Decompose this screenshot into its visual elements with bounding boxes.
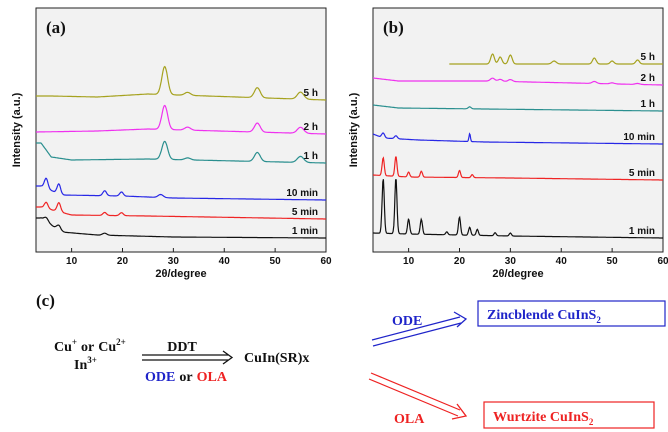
- series-label: 10 min: [286, 188, 318, 199]
- reactant-cu1: Cu: [54, 340, 72, 355]
- reactant-cu2-charge: 2+: [116, 337, 126, 347]
- x-tick-label: 50: [270, 256, 282, 267]
- series-line-5-min: [36, 201, 326, 220]
- product-2-box: [483, 401, 655, 429]
- solvent-or-word: or: [179, 370, 192, 385]
- solvent-label: ODE or OLA: [145, 370, 228, 385]
- panel-label-c: (c): [36, 291, 55, 310]
- series-line-2-h: [372, 77, 663, 86]
- x-tick-label: 40: [556, 256, 568, 267]
- or-word: or: [81, 340, 94, 355]
- product-2-subscript: 2: [589, 417, 594, 427]
- series-line-1-min: [373, 179, 663, 239]
- x-tick-label: 10: [66, 256, 78, 267]
- product-2-name: Wurtzite CuInS: [493, 410, 589, 425]
- series-label: 1 min: [292, 226, 318, 237]
- route-1-arrow: [371, 311, 468, 347]
- series-label: 5 h: [304, 88, 318, 99]
- intermediate-label: CuIn(SR)x: [244, 351, 309, 366]
- plot-area: [372, 7, 664, 253]
- series-line-1-h: [372, 104, 663, 112]
- series-line-5-min: [373, 156, 663, 181]
- series-label: 5 min: [629, 168, 655, 179]
- panel-label: (a): [46, 18, 66, 37]
- product-2-label: Wurtzite CuInS2: [493, 410, 594, 427]
- series-line-5-h: [36, 65, 326, 101]
- series-label: 2 h: [641, 73, 655, 84]
- reactant-cu2: Cu: [98, 340, 116, 355]
- x-tick-label: 30: [505, 256, 517, 267]
- series-line-2-h: [36, 104, 326, 135]
- y-axis-label: Intensity (a.u.): [11, 92, 23, 167]
- product-1-subscript: 2: [596, 315, 601, 325]
- y-axis-label: Intensity (a.u.): [348, 92, 360, 167]
- x-tick-label: 20: [117, 256, 129, 267]
- series-label: 1 h: [304, 151, 318, 162]
- xrd-chart-b: (b) 5 h 2 h 1 h 10 min 5 min 1 min 10 20 30 40 50 60…: [348, 7, 668, 280]
- reactant-in-charge: 3+: [87, 355, 97, 365]
- route-2-label: OLA: [394, 412, 425, 427]
- reactants-line-1: Cu+ or Cu2+: [54, 337, 126, 355]
- reagent-label: DDT: [167, 340, 197, 355]
- solvent-ode: ODE: [145, 370, 175, 385]
- x-axis-label: 2θ/degree: [155, 268, 206, 280]
- series-line-10-min: [36, 177, 326, 201]
- series-label: 10 min: [623, 132, 655, 143]
- reactants-line-2: In3+: [74, 355, 97, 373]
- series-label: 1 min: [629, 226, 655, 237]
- solvent-ola: OLA: [197, 370, 228, 385]
- series-label: 2 h: [304, 122, 318, 133]
- x-axis-label: 2θ/degree: [492, 268, 543, 280]
- x-tick-label: 60: [657, 256, 668, 267]
- series-line-1-min: [36, 216, 326, 239]
- x-tick-label: 40: [219, 256, 231, 267]
- product-1-name: Zincblende CuInS: [487, 308, 597, 323]
- series-label: 5 h: [641, 52, 655, 63]
- series-line-1-h: [36, 140, 326, 164]
- series-line-5-h: [449, 53, 663, 65]
- series-label: 5 min: [292, 207, 318, 218]
- x-tick-label: 30: [168, 256, 180, 267]
- synthesis-scheme: (c) Cu+ or Cu2+ In3+ DDT ODE or OLA CuIn(SR)…: [36, 291, 666, 429]
- reaction-arrow: [142, 350, 234, 365]
- reactant-cu1-charge: +: [72, 337, 77, 347]
- series-label: 1 h: [641, 99, 655, 110]
- route-1-label: ODE: [392, 314, 422, 329]
- route-2-arrow: [368, 372, 468, 420]
- series-line-10-min: [372, 132, 663, 145]
- x-tick-label: 50: [607, 256, 619, 267]
- x-tick-label: 10: [403, 256, 415, 267]
- xrd-chart-a: (a) 5 h 2 h 1 h 10 min 5 min 1 min 10 20 30 40 50 60…: [11, 7, 332, 280]
- product-1-box: [477, 300, 666, 327]
- reactant-in: In: [74, 358, 87, 373]
- x-tick-label: 20: [454, 256, 466, 267]
- product-1-label: Zincblende CuInS2: [487, 308, 601, 325]
- panel-label: (b): [383, 18, 404, 37]
- x-tick-label: 60: [320, 256, 332, 267]
